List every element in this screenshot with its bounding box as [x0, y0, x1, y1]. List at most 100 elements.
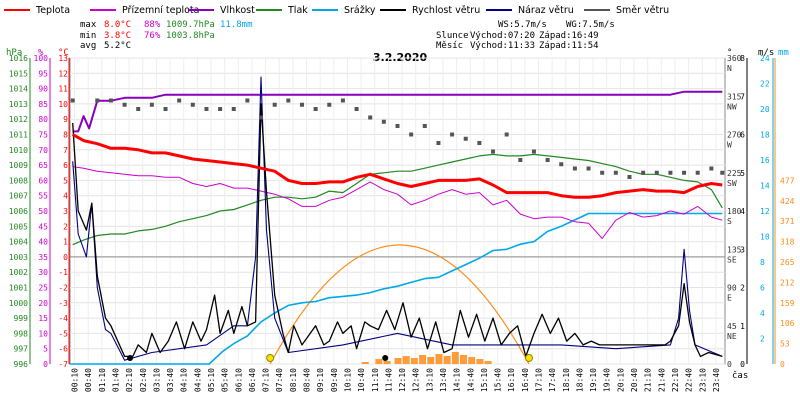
tick-label-ms: 5 [740, 169, 745, 178]
tick-label-celsius: 1 [63, 238, 68, 247]
wind-direction-marker [122, 102, 127, 107]
wind-direction-marker [204, 107, 209, 111]
stats-max-temp: 8.0°C [104, 20, 131, 30]
tick-label-percent: 75 [38, 131, 48, 140]
precip-bar [484, 361, 492, 364]
sun-path [269, 244, 530, 365]
tick-label-percent: 55 [38, 192, 48, 201]
wind-direction-marker [163, 107, 168, 111]
tick-label-time: 23:40 [712, 368, 721, 392]
precip-bar [375, 359, 383, 364]
wind-direction-marker [436, 141, 441, 145]
tick-label-direction: 135 [727, 245, 742, 254]
tick-label-time: 02:40 [139, 368, 148, 392]
legend-label-smer-vetru: Směr větru [616, 5, 669, 16]
tick-label-degree-right: 14 [760, 182, 770, 191]
tick-label-time: 14:40 [466, 368, 475, 392]
tick-label-time: 12:40 [412, 368, 421, 392]
tick-label-mm: 318 [780, 238, 795, 247]
tick-label-time: 03:40 [166, 368, 175, 392]
tick-label-time: 06:10 [234, 368, 243, 392]
wind-direction-marker [340, 98, 345, 103]
precip-bar [443, 356, 451, 364]
wind-direction-marker [149, 102, 154, 107]
moon-label: Měsíc [436, 41, 463, 51]
wind-gust-info: WG:7.5m/s [566, 20, 615, 30]
tick-label-celsius: 2 [63, 222, 68, 231]
wind-direction-marker [531, 149, 536, 154]
wind-direction-marker [668, 170, 673, 175]
wind-direction-marker [545, 158, 550, 162]
tick-label-time: 21:10 [644, 368, 653, 392]
wind-direction-marker [422, 124, 427, 128]
tick-label-hpa: 1005 [9, 222, 28, 231]
tick-label-time: 08:40 [303, 368, 312, 392]
tick-label-celsius: -6 [58, 345, 68, 354]
tick-label-celsius: 7 [63, 146, 68, 155]
legend-label-prizemni-teplota: Přízemní teplota [122, 5, 199, 16]
tick-label-hpa: 1015 [9, 69, 28, 78]
tick-label-compass: NW [727, 102, 737, 111]
wind-direction-marker [313, 107, 318, 111]
precip-bar [476, 359, 484, 364]
tick-label-direction: 315 [727, 92, 742, 101]
wind-direction-marker [272, 102, 277, 107]
legend-label-vlhkost: Vlhkost [220, 5, 255, 16]
tick-label-celsius: -1 [58, 268, 68, 277]
tick-label-percent: 5 [43, 345, 48, 354]
tick-label-hpa: 1013 [9, 100, 28, 109]
tick-label-celsius: 4 [63, 192, 68, 201]
wind-direction-marker [354, 107, 359, 111]
stats-min-humidity: 76% [144, 31, 161, 41]
axis-label-celsius: °C [58, 48, 69, 58]
tick-label-ms: 0 [740, 360, 745, 369]
precip-bar [410, 358, 418, 364]
wind-direction-marker [70, 98, 75, 103]
wind-direction-marker [299, 102, 304, 107]
wind-direction-marker [450, 132, 455, 137]
stats-min-temp: 3.8°C [104, 31, 131, 41]
stats-max-pressure: 1009.7hPa [166, 20, 215, 30]
precip-bar [435, 354, 443, 364]
tick-label-celsius: 0 [63, 253, 68, 262]
tick-label-hpa: 997 [14, 345, 29, 354]
tick-label-time: 19:10 [589, 368, 598, 392]
wind-direction-marker [572, 166, 577, 171]
tick-label-time: 13:10 [425, 368, 434, 392]
tick-label-hpa: 1007 [9, 192, 28, 201]
tick-label-time: 07:10 [262, 368, 271, 392]
series-line-rychlost-v-tru [72, 103, 723, 358]
tick-label-time: 16:10 [507, 368, 516, 392]
tick-label-compass: SE [727, 255, 737, 264]
tick-label-hpa: 1002 [9, 268, 28, 277]
markers [127, 354, 533, 362]
stats-avg-label: avg [80, 41, 96, 51]
tick-label-celsius: -2 [58, 284, 68, 293]
sun-label: Slunce [436, 31, 469, 41]
stats-block: max 8.0°C 88% 1009.7hPa 11.8mm min 3.8°C… [80, 20, 253, 51]
tick-label-celsius: 11 [58, 85, 68, 94]
tick-label-time: 11:40 [384, 368, 393, 392]
tick-label-celsius: 10 [58, 100, 68, 109]
axis-label-direction: ° [727, 48, 732, 58]
wind-direction-marker [327, 102, 332, 107]
tick-label-compass: N [727, 64, 732, 73]
tick-label-time: 22:40 [685, 368, 694, 392]
tick-label-percent: 70 [38, 146, 48, 155]
tick-label-percent: 60 [38, 176, 48, 185]
tick-label-time: 19:40 [603, 368, 612, 392]
tick-label-percent: 45 [38, 222, 48, 231]
tick-label-celsius: 3 [63, 207, 68, 216]
tick-label-percent: 85 [38, 100, 48, 109]
tick-label-mm: 106 [780, 319, 795, 328]
tick-label-time: 12:10 [398, 368, 407, 392]
legend-label-tlak: Tlak [287, 5, 308, 16]
tick-label-time: 17:10 [535, 368, 544, 392]
wind-direction-marker [654, 170, 659, 175]
tick-label-time: 02:10 [125, 368, 134, 392]
axis-label-mm: mm [778, 48, 789, 58]
tick-label-time: 00:10 [71, 368, 80, 392]
tick-label-hpa: 1012 [9, 115, 28, 124]
sun-arc [269, 244, 530, 365]
